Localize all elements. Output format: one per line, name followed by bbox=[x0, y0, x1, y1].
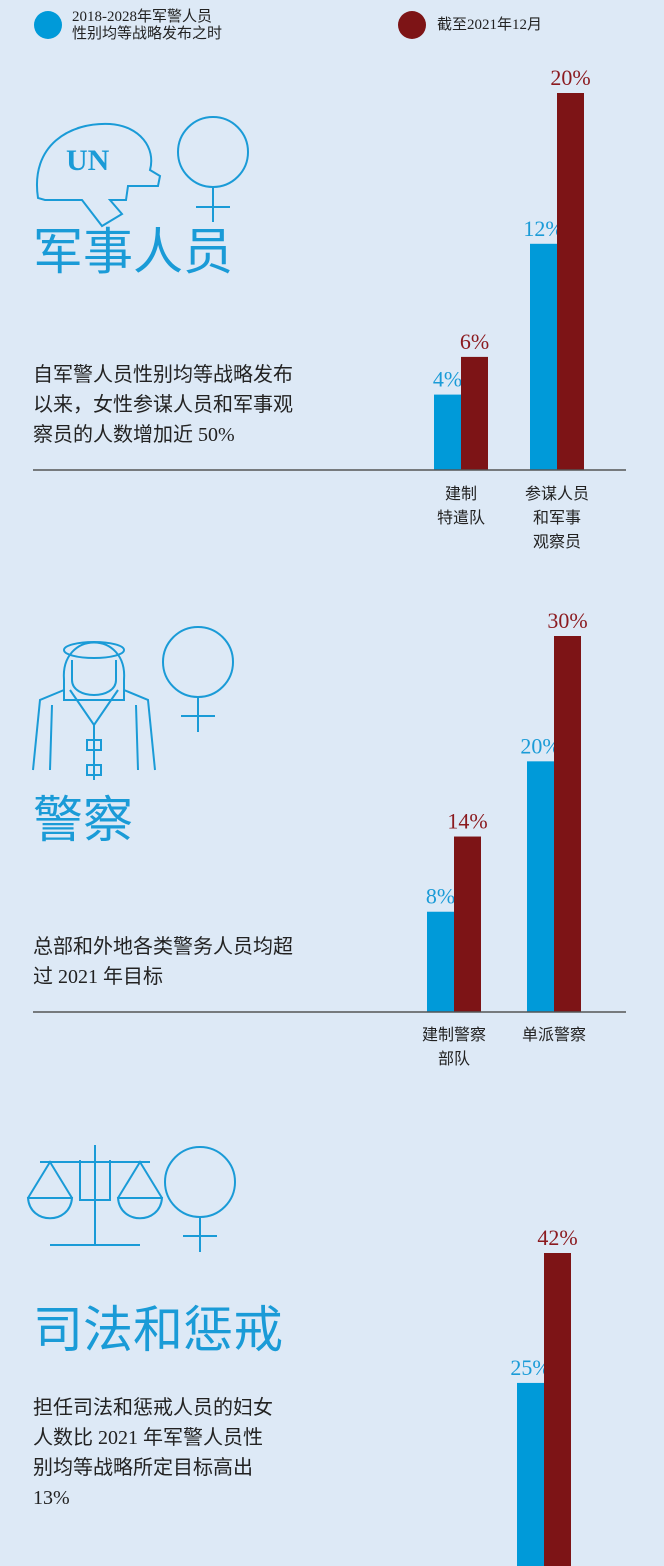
police-icon bbox=[32, 641, 156, 780]
value-label: 14% bbox=[447, 809, 487, 834]
legend-swatch bbox=[398, 11, 426, 39]
bar bbox=[434, 394, 461, 470]
female-icon bbox=[177, 116, 249, 222]
section-title: 警察 bbox=[33, 792, 133, 848]
icons: UN bbox=[26, 116, 249, 1252]
section-description: 担任司法和惩戒人员的妇女 人数比 2021 年军警人员性 别均等战略所定目标高出… bbox=[33, 1397, 273, 1509]
value-label: 4% bbox=[433, 367, 462, 392]
category-label: 单派警察 bbox=[521, 1027, 586, 1044]
bar bbox=[461, 356, 488, 470]
category-label: 建制 特遣队 bbox=[436, 486, 485, 527]
bar bbox=[427, 911, 454, 1012]
value-label: 42% bbox=[537, 1225, 577, 1250]
female-icon bbox=[162, 626, 234, 732]
legend-label: 截至2021年12月 bbox=[437, 17, 543, 33]
section-description: 总部和外地各类警务人员均超 过 2021 年目标 bbox=[33, 936, 293, 988]
un-mark: UN bbox=[66, 144, 110, 177]
value-label: 12% bbox=[523, 216, 563, 241]
category-label: 建制警察 部队 bbox=[421, 1027, 486, 1068]
bar bbox=[554, 636, 581, 1012]
value-label: 20% bbox=[520, 733, 560, 758]
scales-icon bbox=[26, 1145, 164, 1246]
value-label: 25% bbox=[510, 1355, 550, 1380]
bar bbox=[527, 761, 554, 1012]
bar bbox=[544, 1253, 571, 1566]
helmet-icon bbox=[35, 122, 162, 228]
bar bbox=[557, 93, 584, 470]
legend-label: 2018-2028年军警人员 性别均等战略发布之时 bbox=[72, 9, 223, 42]
section-title: 司法和惩戒 bbox=[33, 1302, 283, 1358]
bar bbox=[517, 1382, 544, 1566]
section-description: 自军警人员性别均等战略发布 以来，女性参谋人员和军事观 察员的人数增加近 50% bbox=[33, 364, 293, 446]
value-label: 20% bbox=[550, 65, 590, 90]
category-label: 参谋人员 和军事 观察员 bbox=[524, 486, 589, 551]
legend-swatch bbox=[34, 11, 62, 39]
section-title: 军事人员 bbox=[33, 224, 233, 280]
value-label: 6% bbox=[460, 329, 489, 354]
value-label: 8% bbox=[426, 884, 455, 909]
value-label: 30% bbox=[547, 608, 587, 633]
bar bbox=[454, 836, 481, 1012]
female-icon bbox=[164, 1146, 236, 1252]
bar bbox=[530, 243, 557, 470]
